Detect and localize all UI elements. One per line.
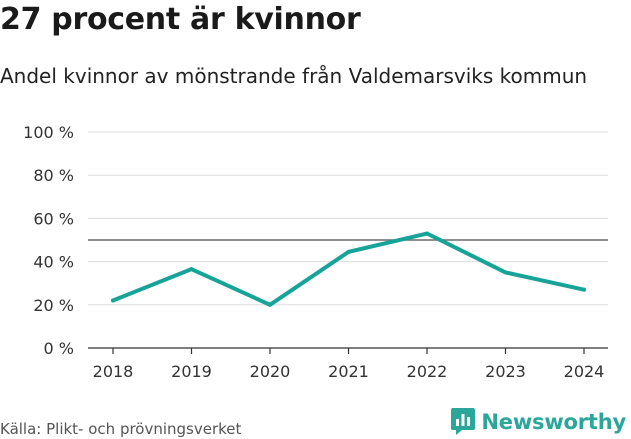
x-tick-label: 2018	[93, 362, 134, 381]
chart-subtitle: Andel kvinnor av mönstrande från Valdema…	[0, 64, 588, 88]
data-point	[111, 298, 115, 303]
x-tick-label: 2022	[407, 362, 448, 381]
brand-name: Newsworthy	[481, 409, 626, 434]
x-tick-label: 2019	[171, 362, 212, 381]
data-point	[503, 270, 508, 275]
series-layer	[111, 231, 586, 307]
newsworthy-logo-icon	[451, 408, 476, 435]
y-tick-label: 60 %	[33, 209, 74, 228]
y-tick-label: 80 %	[33, 166, 74, 185]
series-line	[111, 231, 586, 307]
brand-logo: Newsworthy	[451, 408, 626, 435]
y-tick-label: 40 %	[33, 253, 74, 272]
x-tick-label: 2020	[250, 362, 291, 381]
x-tick-label: 2021	[328, 362, 369, 381]
line-chart: 0 % 20 % 40 % 60 % 80 % 100 % 2018 2019 2020 2021…	[23, 123, 608, 381]
data-point	[346, 249, 351, 254]
x-tick-label: 2024	[564, 362, 605, 381]
y-tick-label: 20 %	[33, 296, 74, 315]
y-tick-label: 0 %	[44, 339, 74, 358]
chart-title: 27 procent är kvinnor	[0, 2, 361, 37]
axis-layer: 0 % 20 % 40 % 60 % 80 % 100 % 2018 2019 2020 2021…	[23, 123, 608, 381]
data-point	[425, 231, 429, 236]
data-point	[268, 302, 272, 307]
grid-lines	[88, 131, 608, 306]
y-tick-label: 100 %	[23, 123, 74, 142]
source-note: Källa: Plikt- och prövningsverket	[0, 420, 242, 438]
data-point	[582, 287, 586, 292]
x-tick-label: 2023	[485, 362, 526, 381]
data-point	[189, 267, 194, 272]
